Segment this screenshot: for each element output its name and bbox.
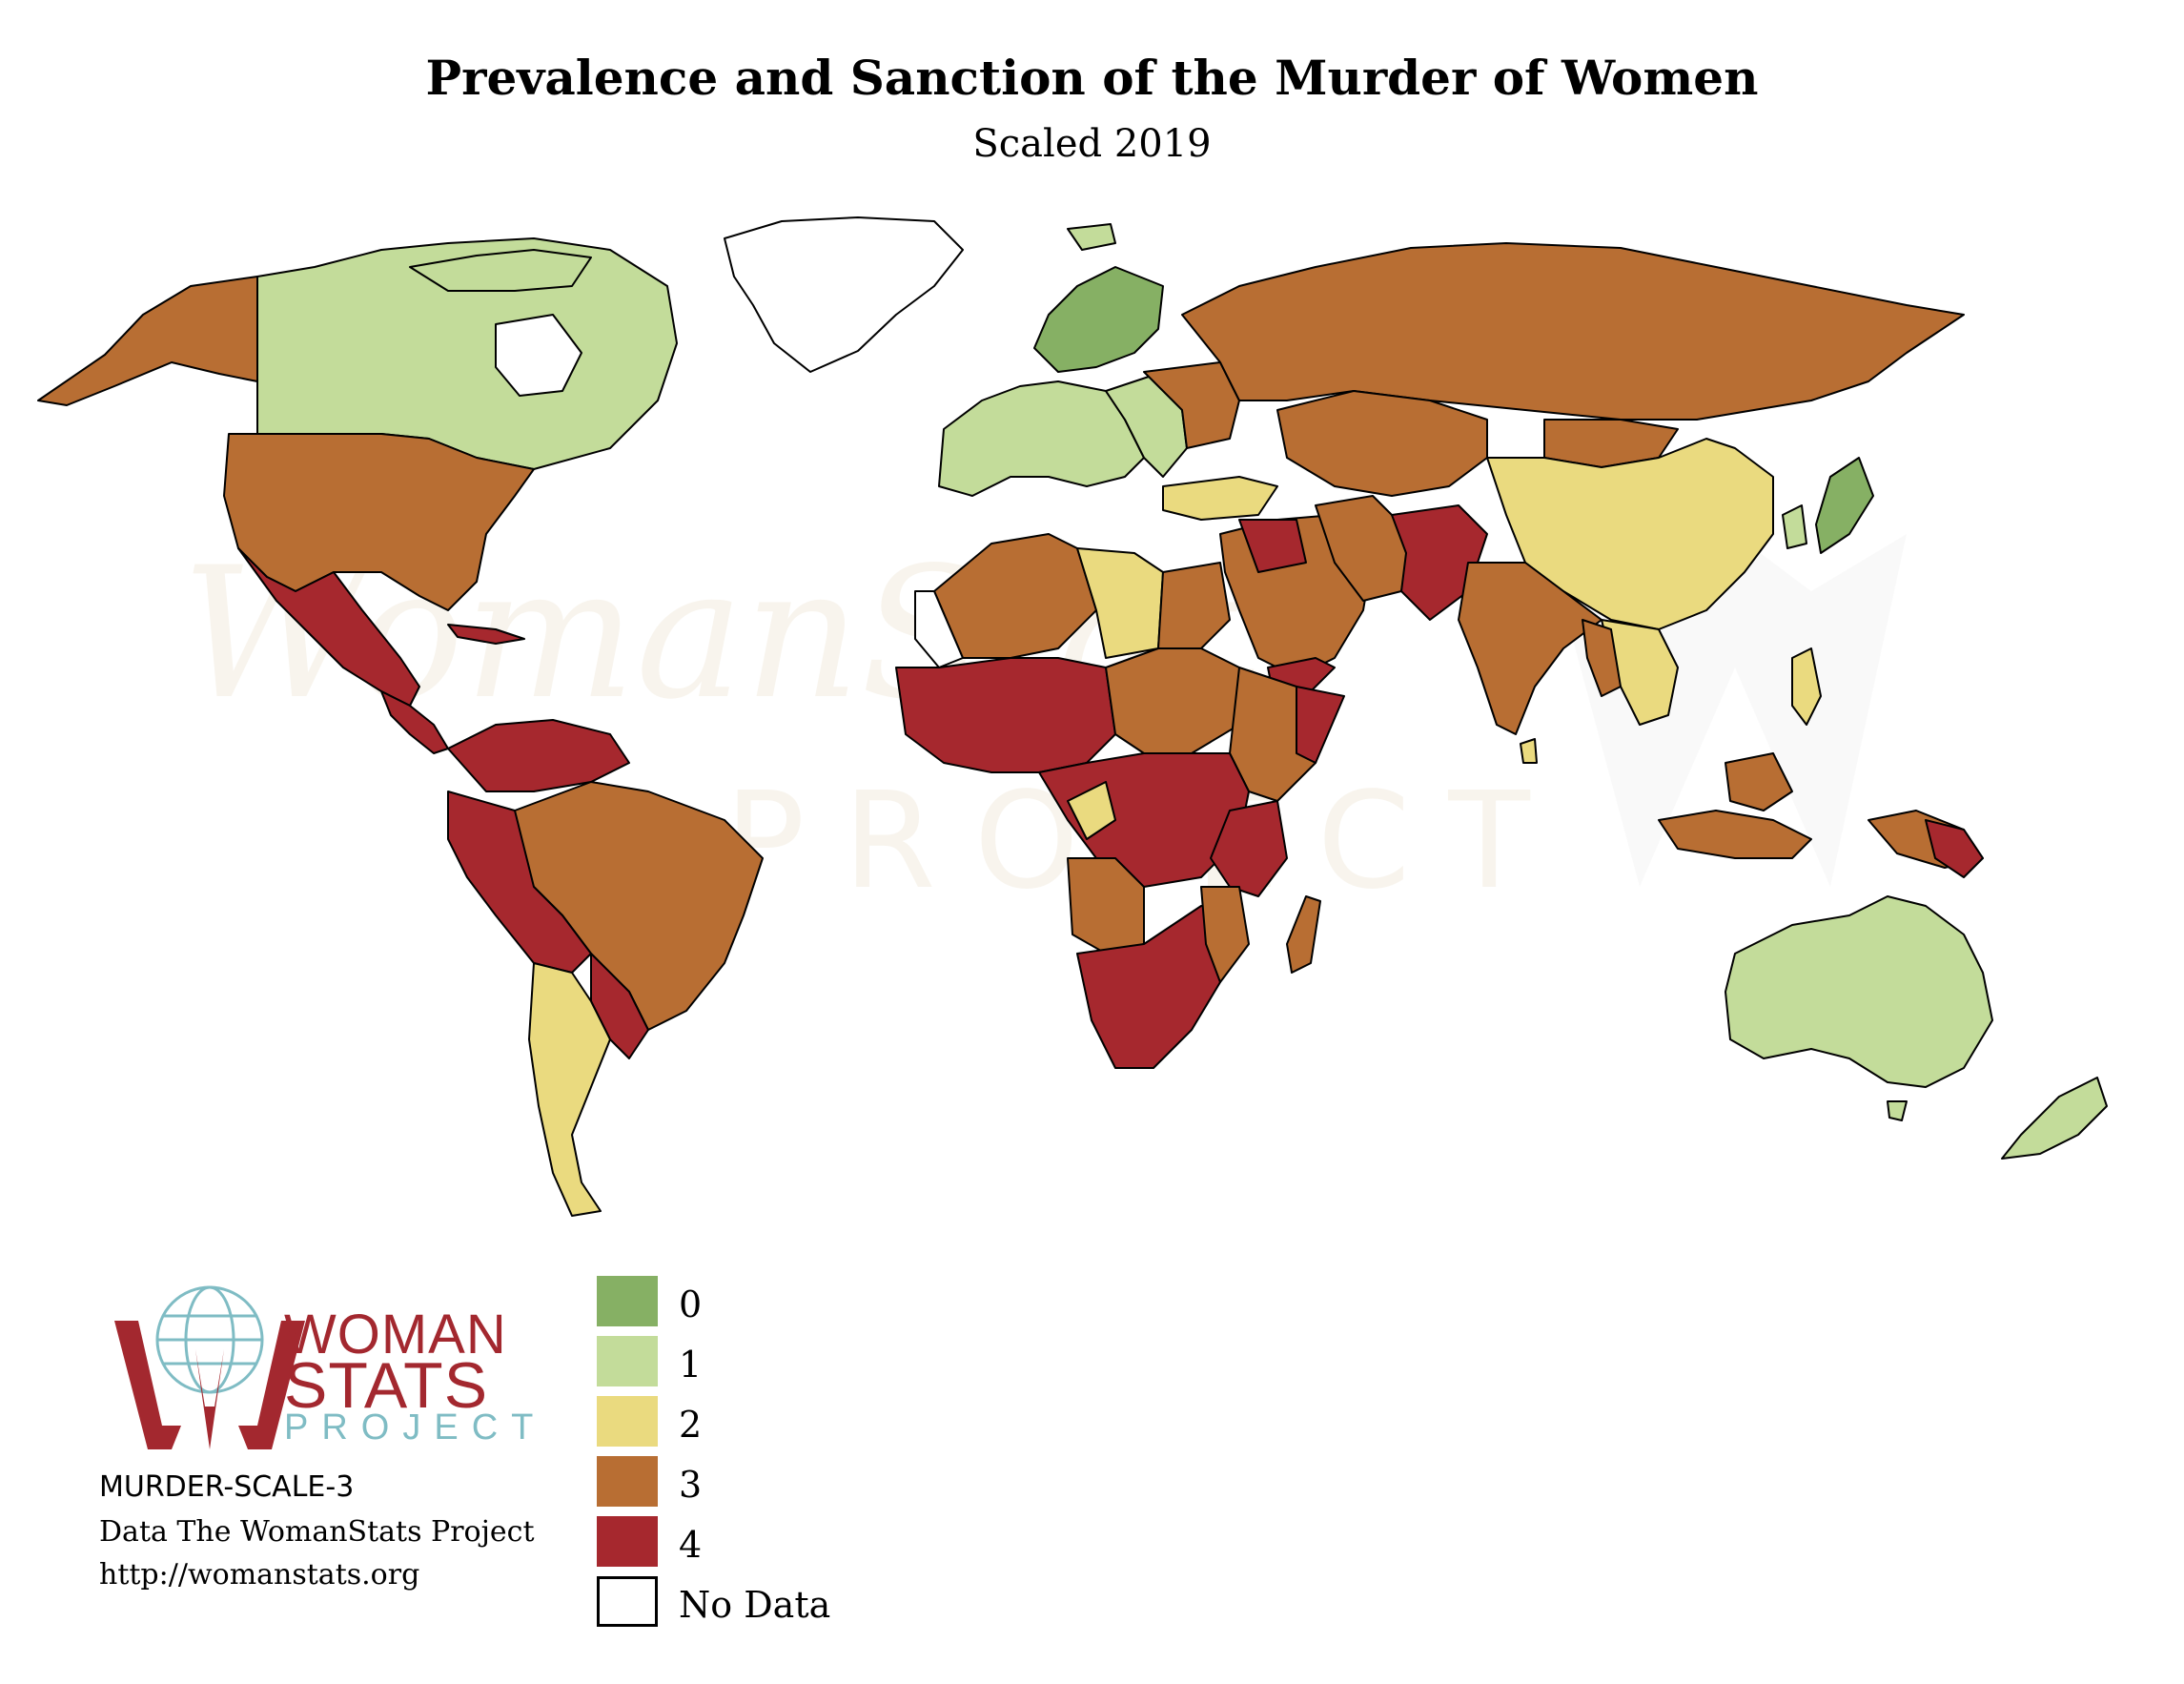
legend-label-4: 4 bbox=[679, 1524, 703, 1566]
region-western-europe bbox=[938, 380, 1145, 497]
region-mexico bbox=[237, 547, 420, 707]
region-australia bbox=[1725, 895, 1993, 1088]
region-korea bbox=[1782, 504, 1807, 549]
logo-text-stats: STATS bbox=[284, 1349, 489, 1422]
region-southern-africa bbox=[1076, 905, 1240, 1069]
region-somalia bbox=[1296, 686, 1345, 764]
legend-swatch-4 bbox=[597, 1516, 658, 1567]
region-india bbox=[1458, 562, 1602, 735]
legend-item-2: 2 bbox=[597, 1396, 883, 1449]
globe-icon bbox=[155, 1285, 264, 1394]
region-mozambique bbox=[1200, 886, 1250, 983]
legend-item-no-data: No Data bbox=[597, 1576, 883, 1630]
region-central-america bbox=[380, 690, 449, 754]
region-central-asia bbox=[1276, 390, 1488, 497]
legend-label-no-data: No Data bbox=[679, 1584, 831, 1626]
region-iraq-syria bbox=[1238, 519, 1307, 573]
region-west-africa bbox=[895, 657, 1116, 773]
legend-item-1: 1 bbox=[597, 1336, 883, 1389]
legend-swatch-2 bbox=[597, 1396, 658, 1447]
hands-icon bbox=[114, 1321, 305, 1449]
logo-text-project: PROJECT bbox=[284, 1407, 547, 1448]
legend-swatch-0 bbox=[597, 1276, 658, 1326]
map-title: Prevalence and Sanction of the Murder of… bbox=[425, 50, 1759, 106]
legend-item-4: 4 bbox=[597, 1516, 883, 1570]
region-iceland bbox=[1067, 223, 1116, 251]
region-cuba bbox=[447, 624, 525, 645]
region-myanmar bbox=[1582, 619, 1622, 697]
data-source: Data The WomanStats Project bbox=[99, 1515, 535, 1549]
region-greenland bbox=[724, 216, 964, 373]
legend-label-2: 2 bbox=[679, 1404, 703, 1446]
region-borneo bbox=[1725, 752, 1793, 811]
legend-label-0: 0 bbox=[679, 1284, 703, 1325]
region-colombia-venezuela bbox=[447, 719, 630, 792]
legend-label-1: 1 bbox=[679, 1344, 703, 1386]
womanstats-logo bbox=[114, 1285, 305, 1449]
region-western-sahara bbox=[914, 590, 964, 668]
logo-text-woman: WOMAN bbox=[284, 1304, 507, 1366]
region-japan bbox=[1815, 457, 1874, 554]
region-congo bbox=[1067, 781, 1116, 840]
region-indonesia bbox=[1658, 810, 1812, 859]
region-turkey bbox=[1162, 476, 1278, 521]
legend-swatch-1 bbox=[597, 1336, 658, 1386]
region-alaska bbox=[37, 276, 258, 406]
region-russia bbox=[1181, 242, 1965, 421]
dataset-code: MURDER-SCALE-3 bbox=[99, 1470, 355, 1504]
legend-item-0: 0 bbox=[597, 1276, 883, 1329]
legend-swatch-no-data bbox=[597, 1576, 658, 1627]
map-subtitle: Scaled 2019 bbox=[972, 122, 1212, 166]
region-philippines bbox=[1791, 647, 1822, 726]
region-png bbox=[1925, 819, 1984, 878]
region-egypt bbox=[1157, 562, 1231, 649]
region-chad-sudan bbox=[1105, 647, 1240, 754]
region-sri-lanka bbox=[1520, 738, 1538, 764]
region-tasmania bbox=[1887, 1100, 1908, 1121]
region-arctic-islands bbox=[409, 249, 592, 292]
legend-label-3: 3 bbox=[679, 1464, 703, 1506]
region-hudson-bay bbox=[495, 314, 582, 397]
region-east-africa bbox=[1210, 800, 1288, 897]
legend-swatch-3 bbox=[597, 1456, 658, 1507]
region-argentina-chile bbox=[528, 962, 611, 1217]
legend-item-3: 3 bbox=[597, 1456, 883, 1509]
region-new-zealand bbox=[2001, 1077, 2108, 1160]
region-scandinavia bbox=[1033, 266, 1164, 373]
source-url: http://womanstats.org bbox=[99, 1558, 420, 1592]
region-madagascar bbox=[1286, 895, 1321, 974]
